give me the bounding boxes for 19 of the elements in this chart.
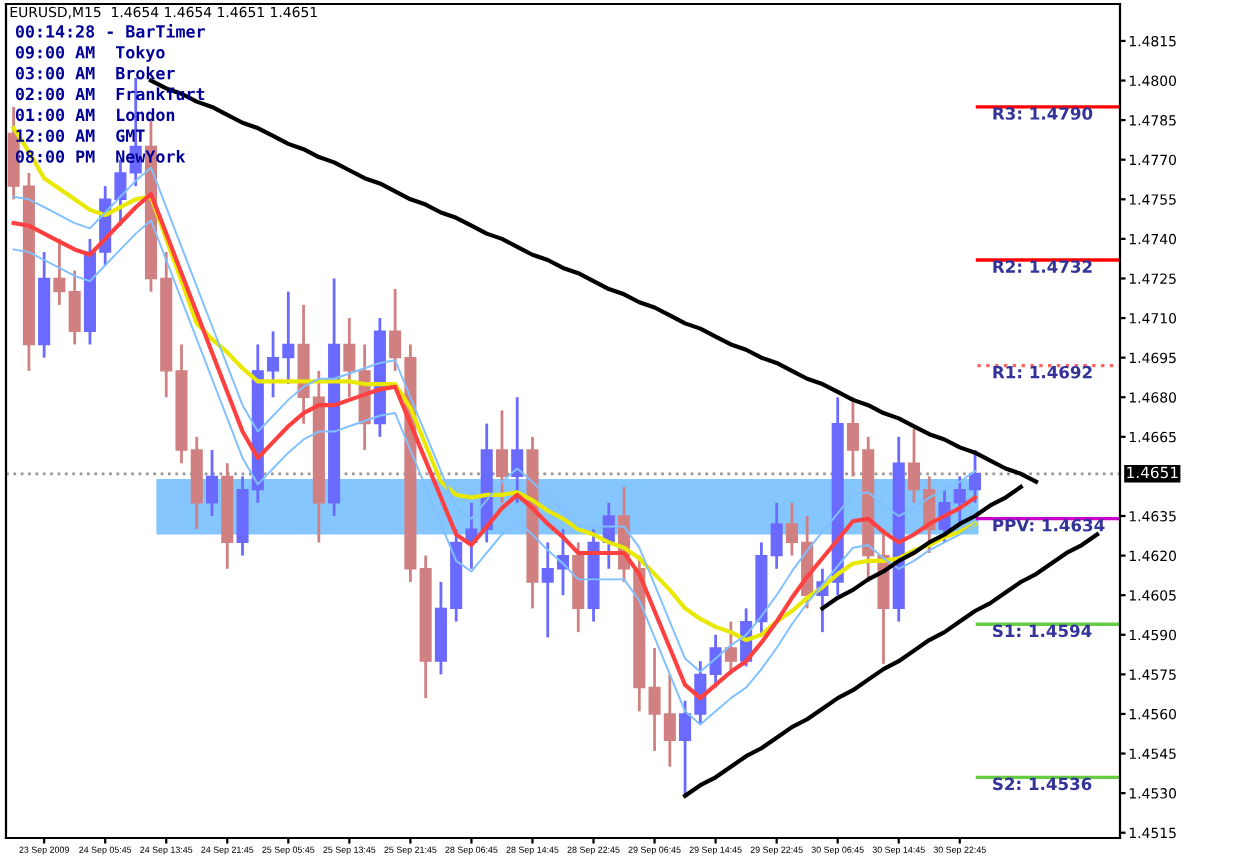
candlestick — [709, 633, 722, 689]
annotation: 03:00 AM Broker — [15, 66, 175, 80]
candlestick — [68, 269, 81, 346]
ref-line-label: R2: 1.4732 — [993, 260, 1092, 273]
candlestick — [511, 395, 524, 505]
annotation: 09:00 AM Tokyo — [15, 45, 165, 62]
annotation: 00:14:28 - BarTimer — [15, 23, 205, 38]
candlestick — [770, 501, 783, 571]
candlestick — [53, 237, 66, 307]
ref-line-label: S1: 1.4594 — [993, 624, 1092, 638]
ref-line-label: PPV: 1.4634 — [993, 518, 1105, 532]
ref-line-label: R1: 1.4692 — [993, 365, 1092, 379]
candlestick — [495, 409, 508, 505]
candlestick — [724, 620, 737, 676]
ref-line-label: S2: 1.4536 — [993, 777, 1092, 791]
candlestick — [205, 448, 219, 518]
ref-line-label: R3: 1.4790 — [993, 107, 1093, 120]
candlestick — [343, 316, 356, 399]
line-series — [682, 532, 1100, 798]
